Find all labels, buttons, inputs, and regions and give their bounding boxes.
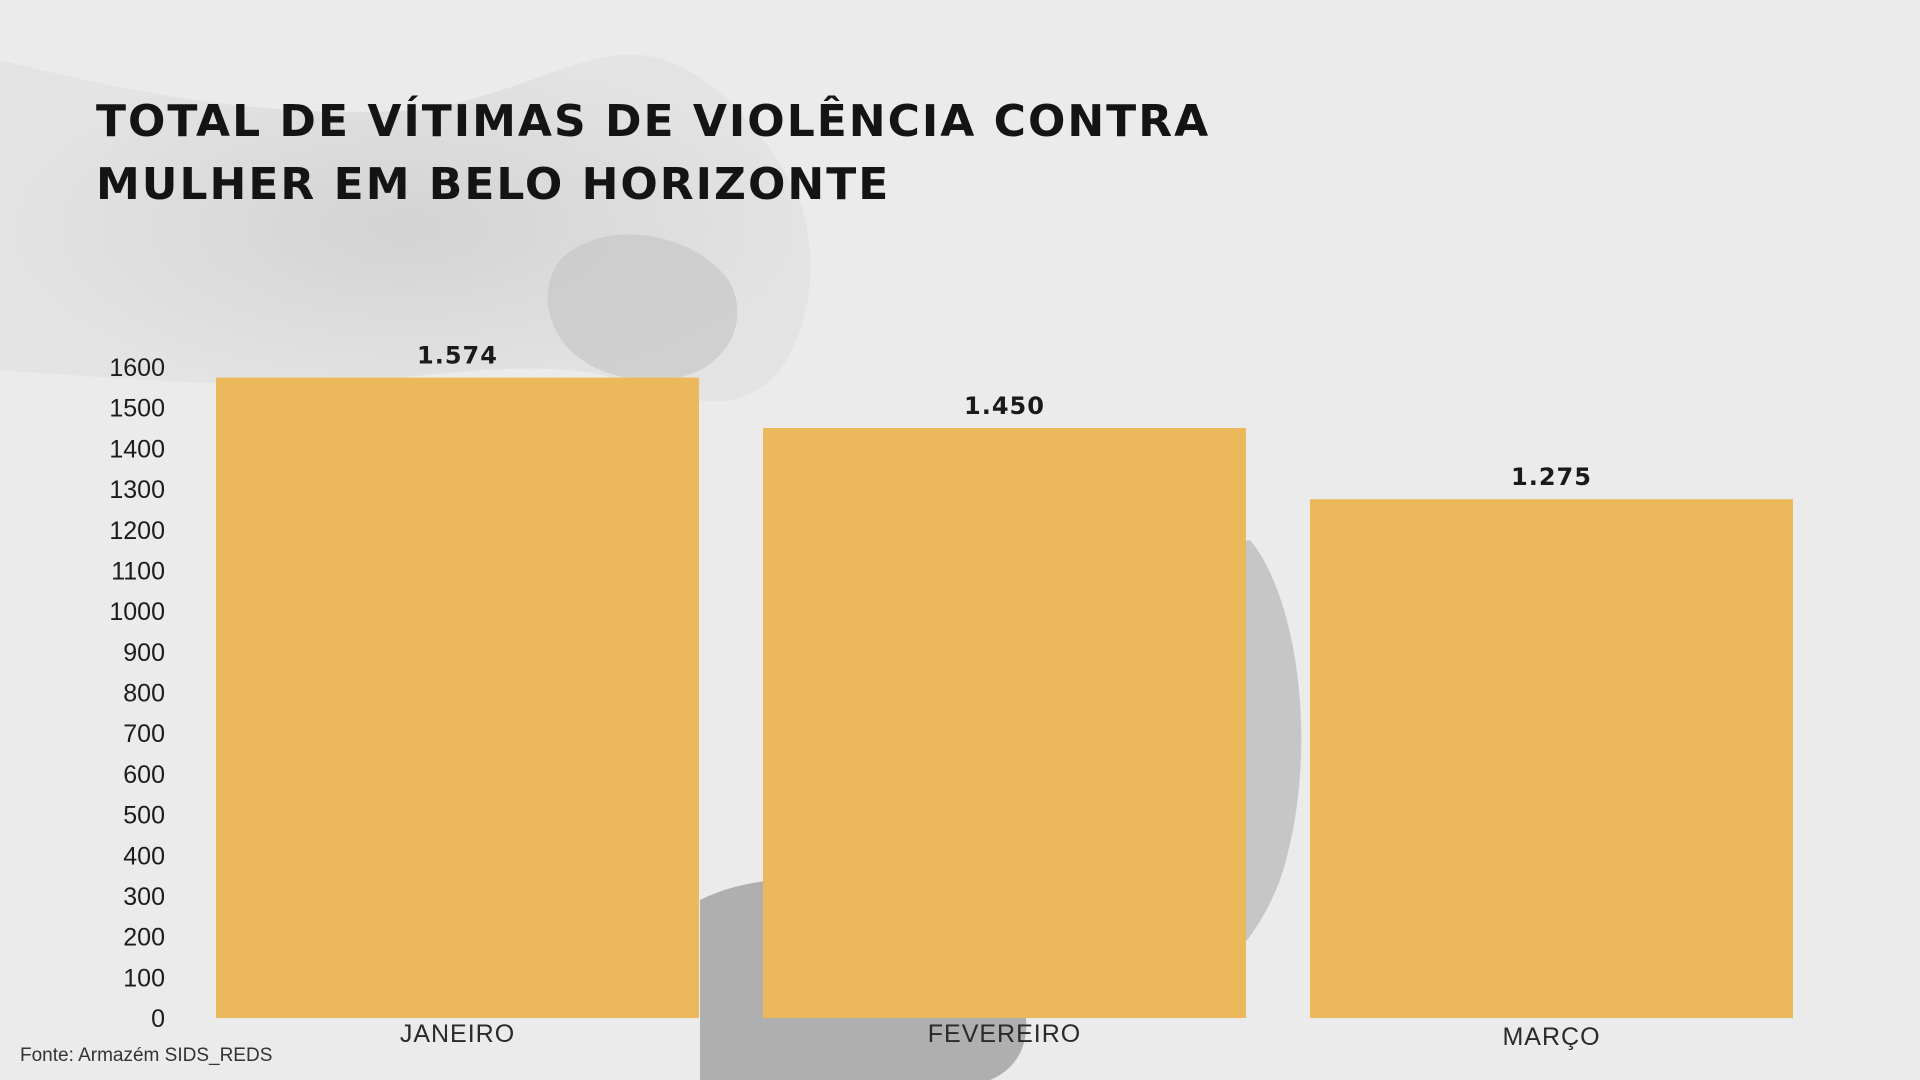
y-tick-label: 1100 [111, 557, 165, 585]
data-label: 1.574 [417, 342, 498, 370]
y-tick-label: 1400 [109, 435, 165, 463]
bars [216, 377, 1793, 1018]
data-labels: 1.574 1.450 1.275 [417, 342, 1592, 492]
y-tick-label: 300 [123, 883, 165, 911]
y-tick-label: 1200 [109, 517, 165, 545]
data-label: 1.450 [964, 392, 1045, 420]
bar-janeiro [216, 377, 699, 1018]
y-tick-label: 500 [123, 802, 165, 830]
bar-fevereiro [763, 428, 1246, 1018]
x-tick-label: FEVEREIRO [928, 1020, 1081, 1048]
y-tick-label: 400 [123, 842, 165, 870]
y-tick-label: 700 [123, 720, 165, 748]
source-note: Fonte: Armazém SIDS_REDS [20, 1045, 273, 1066]
chart-title: TOTAL DE VÍTIMAS DE VIOLÊNCIA CONTRA MUL… [96, 90, 1496, 216]
y-tick-label: 200 [123, 924, 165, 952]
y-tick-label: 0 [151, 1005, 165, 1033]
chart-title-line-2: MULHER EM BELO HORIZONTE [96, 159, 891, 210]
y-axis: 0 100 200 300 400 500 600 700 800 900 1000 1100 1200… [109, 354, 165, 1033]
y-tick-label: 600 [123, 761, 165, 789]
y-tick-label: 1600 [109, 354, 165, 382]
bar-março [1310, 499, 1793, 1018]
data-label: 1.275 [1511, 463, 1592, 491]
y-tick-label: 1000 [109, 598, 165, 626]
x-tick-label: JANEIRO [400, 1020, 515, 1048]
y-tick-label: 100 [123, 964, 165, 992]
y-tick-label: 800 [123, 680, 165, 708]
x-axis: JANEIRO FEVEREIRO MARÇO [400, 1020, 1600, 1051]
y-tick-label: 900 [123, 639, 165, 667]
x-tick-label: MARÇO [1502, 1023, 1600, 1051]
y-tick-label: 1300 [109, 476, 165, 504]
y-tick-label: 1500 [109, 395, 165, 423]
chart-title-line-1: TOTAL DE VÍTIMAS DE VIOLÊNCIA CONTRA [96, 96, 1211, 147]
